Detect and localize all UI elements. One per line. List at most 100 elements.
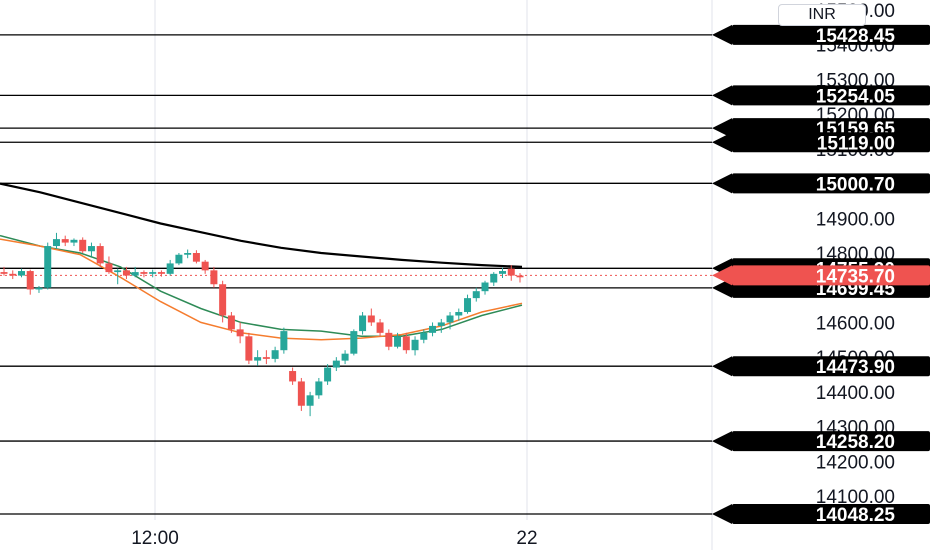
candle-body	[236, 329, 244, 337]
level-tag-arrow	[712, 85, 732, 106]
candle-body	[280, 331, 288, 351]
candle-body	[0, 272, 8, 274]
level-tag-arrow	[712, 132, 732, 153]
candle-body	[437, 322, 445, 326]
y-tick-label: 14600.00	[816, 313, 895, 334]
x-tick-label: 22	[516, 528, 537, 549]
candle-body	[122, 270, 130, 276]
level-tag	[732, 85, 930, 106]
candle-body	[464, 298, 472, 313]
y-tick-label: 14200.00	[816, 452, 895, 473]
candle-body	[420, 332, 428, 340]
candle-body	[306, 395, 314, 406]
level-tag-arrow	[712, 431, 732, 452]
candle-body	[166, 263, 174, 274]
candle-body	[481, 282, 489, 292]
candle-body	[262, 357, 270, 359]
grid-lines	[154, 0, 713, 550]
last-price-tag	[732, 265, 930, 286]
candle-body	[359, 315, 367, 332]
y-tick-label: 14100.00	[816, 487, 895, 508]
candle-body	[227, 315, 235, 330]
level-tag-arrow	[712, 118, 732, 139]
moving-average-lines	[0, 182, 523, 341]
candle-body	[289, 371, 297, 382]
level-tag-arrow	[712, 173, 732, 194]
candle-body	[394, 336, 402, 347]
level-tag-label: 15000.70	[816, 174, 895, 195]
candle-body	[192, 253, 200, 262]
candle-body	[131, 272, 139, 276]
candle-body	[411, 339, 419, 351]
candle-body	[516, 275, 524, 278]
candle-body	[61, 239, 69, 243]
candle-body	[140, 272, 148, 274]
candle-body	[402, 336, 410, 351]
candle-body	[499, 271, 507, 274]
candle-body	[490, 273, 498, 283]
candle-body	[26, 271, 34, 290]
y-tick-label: 14900.00	[816, 209, 895, 230]
candle-body	[210, 270, 218, 285]
candle-body	[105, 263, 113, 273]
level-tag-arrow	[712, 24, 732, 45]
candle-body	[9, 273, 17, 276]
level-tag-label: 15119.00	[817, 133, 895, 154]
candle-body	[315, 381, 323, 396]
candle-body	[367, 315, 375, 323]
candle-body	[376, 322, 384, 333]
candle-body	[114, 270, 122, 273]
level-tag-arrow	[712, 356, 732, 377]
level-tag-label: 15428.45	[816, 26, 896, 47]
level-tag	[732, 356, 930, 377]
currency-badge[interactable]: INR	[778, 4, 866, 26]
candle-body	[17, 271, 25, 276]
candle-body	[175, 254, 183, 264]
candle-body	[149, 272, 157, 274]
candle-body	[429, 325, 437, 333]
candle-body	[332, 360, 340, 368]
candle-body	[472, 291, 480, 299]
level-tag	[732, 24, 930, 45]
candle-body	[446, 315, 454, 323]
candlesticks	[0, 232, 524, 417]
candle-body	[271, 350, 279, 359]
candle-body	[157, 272, 165, 274]
candle-body	[35, 287, 43, 290]
price-tags: 15428.4515254.0515159.6515119.0015000.70…	[712, 24, 930, 526]
candle-body	[184, 253, 192, 255]
level-tag-label: 14258.20	[816, 432, 895, 453]
candle-body	[219, 284, 227, 316]
candle-body	[96, 246, 104, 264]
last-price-arrow	[712, 265, 732, 286]
candle-body	[79, 239, 87, 252]
candle-body	[507, 268, 515, 276]
ma-line	[0, 234, 523, 338]
candle-body	[87, 246, 95, 252]
candle-body	[44, 246, 52, 288]
level-tag-arrow	[712, 277, 732, 298]
candle-body	[245, 336, 253, 361]
candle-body	[324, 367, 332, 382]
level-tag	[732, 431, 930, 452]
candle-body	[455, 312, 463, 316]
candle-body	[385, 332, 393, 347]
candle-body	[201, 261, 209, 271]
level-tag-label: 15254.05	[816, 86, 896, 107]
horizontal-levels	[0, 34, 712, 515]
level-tag	[732, 173, 930, 194]
level-tag-arrow	[712, 503, 732, 524]
x-tick-label: 12:00	[131, 528, 179, 549]
level-tag	[732, 132, 930, 153]
candle-body	[70, 239, 78, 243]
candle-body	[350, 331, 358, 354]
level-tag-label: 14048.25	[816, 505, 896, 526]
level-tag-label: 14473.90	[816, 357, 895, 378]
candle-body	[52, 239, 60, 247]
candle-body	[341, 353, 349, 361]
candle-body	[254, 357, 262, 361]
x-axis-labels: 12:00 22	[131, 528, 537, 549]
candle-body	[297, 381, 305, 406]
level-tag	[732, 503, 930, 524]
